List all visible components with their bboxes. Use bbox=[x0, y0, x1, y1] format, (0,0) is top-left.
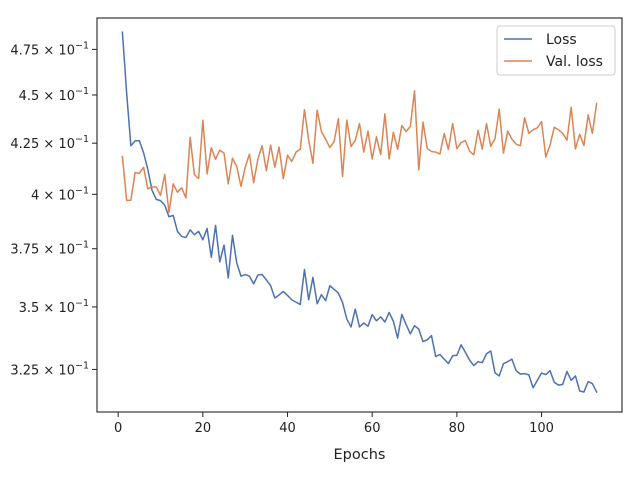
x-axis-label: Epochs bbox=[334, 447, 386, 463]
y-tick-label: 4.25 × 10−1 bbox=[10, 134, 89, 152]
legend-label-1: Val. loss bbox=[546, 54, 603, 70]
series-layer bbox=[121, 31, 598, 394]
series-line-1 bbox=[121, 90, 598, 214]
x-tick-label: 100 bbox=[529, 421, 554, 436]
y-tick-label: 3.25 × 10−1 bbox=[10, 360, 89, 378]
x-tick-label: 60 bbox=[364, 421, 381, 436]
legend: Loss Val. loss bbox=[496, 25, 616, 76]
x-tick-label: 20 bbox=[195, 421, 212, 436]
axes-frame bbox=[96, 17, 623, 413]
axes-layer: 0 20 40 60 80 100 3.25 × 10−1 3.5 × 10−1 3.75 × … bbox=[10, 17, 623, 436]
x-tick-label: 80 bbox=[449, 421, 466, 436]
y-tick-label: 4.75 × 10−1 bbox=[10, 40, 89, 58]
y-tick-label: 3.5 × 10−1 bbox=[19, 298, 89, 316]
y-tick-label: 4 × 10−1 bbox=[31, 185, 89, 203]
legend-label-0: Loss bbox=[546, 32, 577, 48]
series-line-0 bbox=[121, 31, 598, 394]
x-tick-label: 0 bbox=[114, 421, 122, 436]
x-tick-label: 40 bbox=[279, 421, 296, 436]
y-tick-label: 3.75 × 10−1 bbox=[10, 240, 89, 258]
y-tick-label: 4.5 × 10−1 bbox=[19, 86, 89, 104]
